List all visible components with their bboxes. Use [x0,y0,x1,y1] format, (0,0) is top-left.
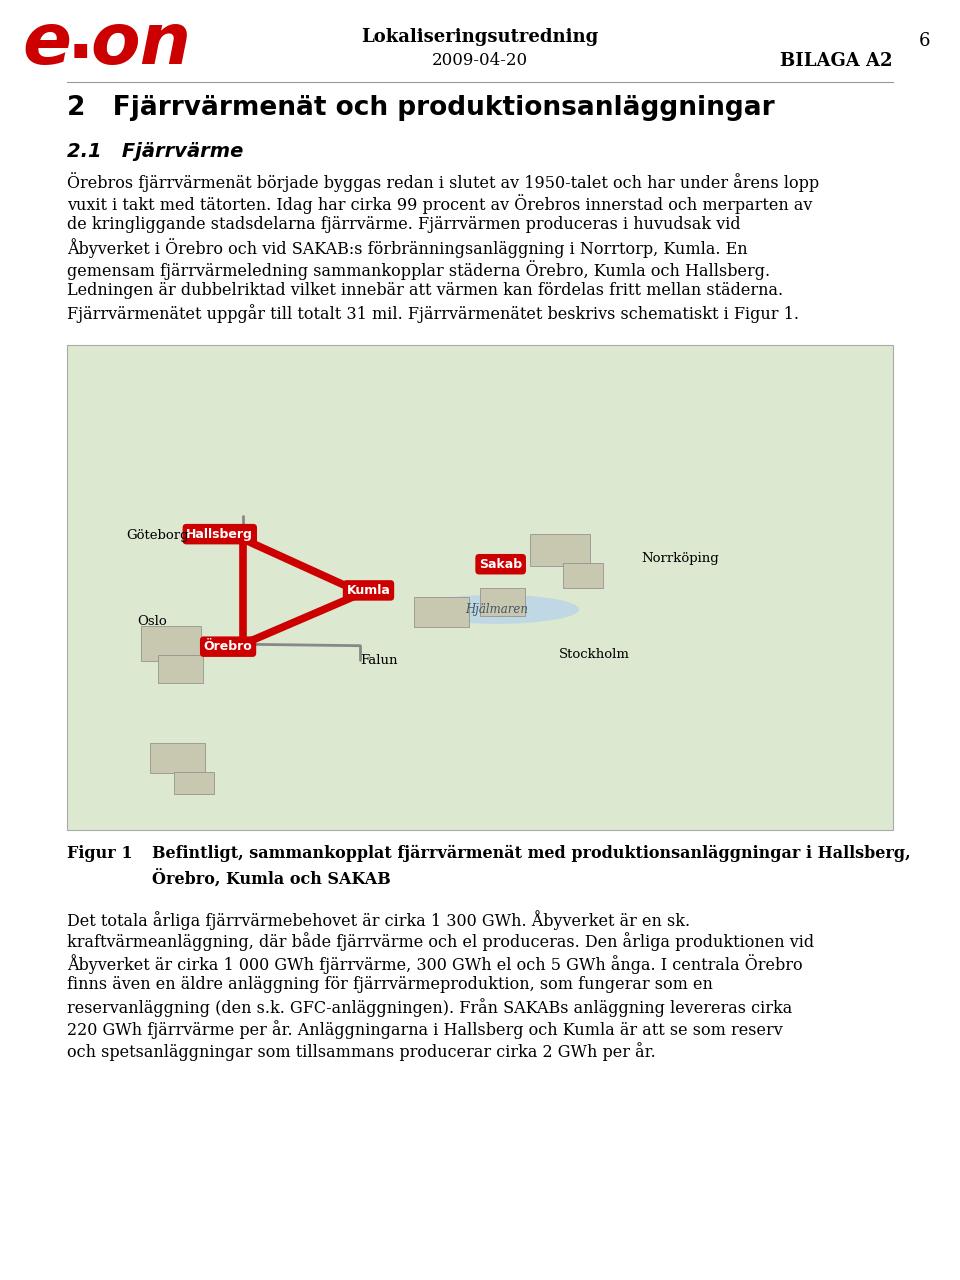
Text: Lokaliseringsutredning: Lokaliseringsutredning [361,28,599,46]
Text: Hallsberg: Hallsberg [186,527,253,540]
Text: on: on [90,10,191,79]
Text: Örebros fjärrvärmenät började byggas redan i slutet av 1950-talet och har under : Örebros fjärrvärmenät började byggas red… [67,172,819,192]
Text: 2.1   Fjärrvärme: 2.1 Fjärrvärme [67,142,244,161]
Text: 2009-04-20: 2009-04-20 [432,52,528,69]
Text: Åbyverket är cirka 1 000 GWh fjärrvärme, 300 GWh el och 5 GWh ånga. I centrala Ö: Åbyverket är cirka 1 000 GWh fjärrvärme,… [67,954,803,974]
Text: Kumla: Kumla [347,584,391,596]
Text: de kringliggande stadsdelarna fjärrvärme. Fjärrvärmen produceras i huvudsak vid: de kringliggande stadsdelarna fjärrvärme… [67,216,740,233]
Text: finns även en äldre anläggning för fjärrvärmeproduktion, som fungerar som en: finns även en äldre anläggning för fjärr… [67,975,713,993]
Text: Oslo: Oslo [137,614,167,628]
Text: 2   Fjärrvärmenät och produktionsanläggningar: 2 Fjärrvärmenät och produktionsanläggnin… [67,95,775,122]
Bar [414,598,468,627]
Text: Norrköping: Norrköping [641,552,719,564]
Bar [157,655,203,684]
Text: BILAGA A2: BILAGA A2 [780,52,893,70]
Text: Göteborg: Göteborg [127,529,189,543]
Text: vuxit i takt med tätorten. Idag har cirka 99 procent av Örebros innerstad och me: vuxit i takt med tätorten. Idag har cirk… [67,195,812,214]
Text: 220 GWh fjärrvärme per år. Anläggningarna i Hallsberg och Kumla är att se som re: 220 GWh fjärrvärme per år. Anläggningarn… [67,1020,782,1039]
Text: Fjärrvärmenätet uppgår till totalt 31 mil. Fjärrvärmenätet beskrivs schematiskt : Fjärrvärmenätet uppgår till totalt 31 mi… [67,303,799,323]
Text: och spetsanläggningar som tillsammans producerar cirka 2 GWh per år.: och spetsanläggningar som tillsammans pr… [67,1042,656,1061]
Ellipse shape [414,595,579,623]
Text: kraftvärmeanläggning, där både fjärrvärme och el produceras. Den årliga produkti: kraftvärmeanläggning, där både fjärrvärm… [67,932,814,951]
Bar [480,588,525,616]
Bar [150,742,204,773]
Text: Hjälmaren: Hjälmaren [465,603,528,616]
Bar [141,626,202,662]
Text: Det totala årliga fjärrvärmebehovet är cirka 1 300 GWh. Åbyverket är en sk.: Det totala årliga fjärrvärmebehovet är c… [67,910,690,929]
Text: Figur 1: Figur 1 [67,845,132,861]
Text: ·: · [67,22,94,91]
Bar [175,772,214,794]
Text: gemensam fjärrvärmeledning sammankopplar städerna Örebro, Kumla och Hallsberg.: gemensam fjärrvärmeledning sammankopplar… [67,260,770,280]
Text: Sakab: Sakab [479,558,522,571]
Text: Ledningen är dubbelriktad vilket innebär att värmen kan fördelas fritt mellan st: Ledningen är dubbelriktad vilket innebär… [67,282,783,300]
Bar [530,534,589,566]
Text: Stockholm: Stockholm [559,648,630,660]
Bar [563,563,603,589]
Text: Befintligt, sammankopplat fjärrvärmenät med produktionsanläggningar i Hallsberg,: Befintligt, sammankopplat fjärrvärmenät … [152,845,911,888]
Text: reservanläggning (den s.k. GFC-anläggningen). Från SAKABs anläggning levereras c: reservanläggning (den s.k. GFC-anläggnin… [67,998,792,1016]
Text: e: e [22,10,71,79]
Text: Åbyverket i Örebro och vid SAKAB:s förbränningsanläggning i Norrtorp, Kumla. En: Åbyverket i Örebro och vid SAKAB:s förbr… [67,238,748,259]
Text: Örebro: Örebro [204,640,252,653]
Text: Falun: Falun [360,654,397,667]
Bar [67,346,893,829]
Text: 6: 6 [919,32,930,50]
